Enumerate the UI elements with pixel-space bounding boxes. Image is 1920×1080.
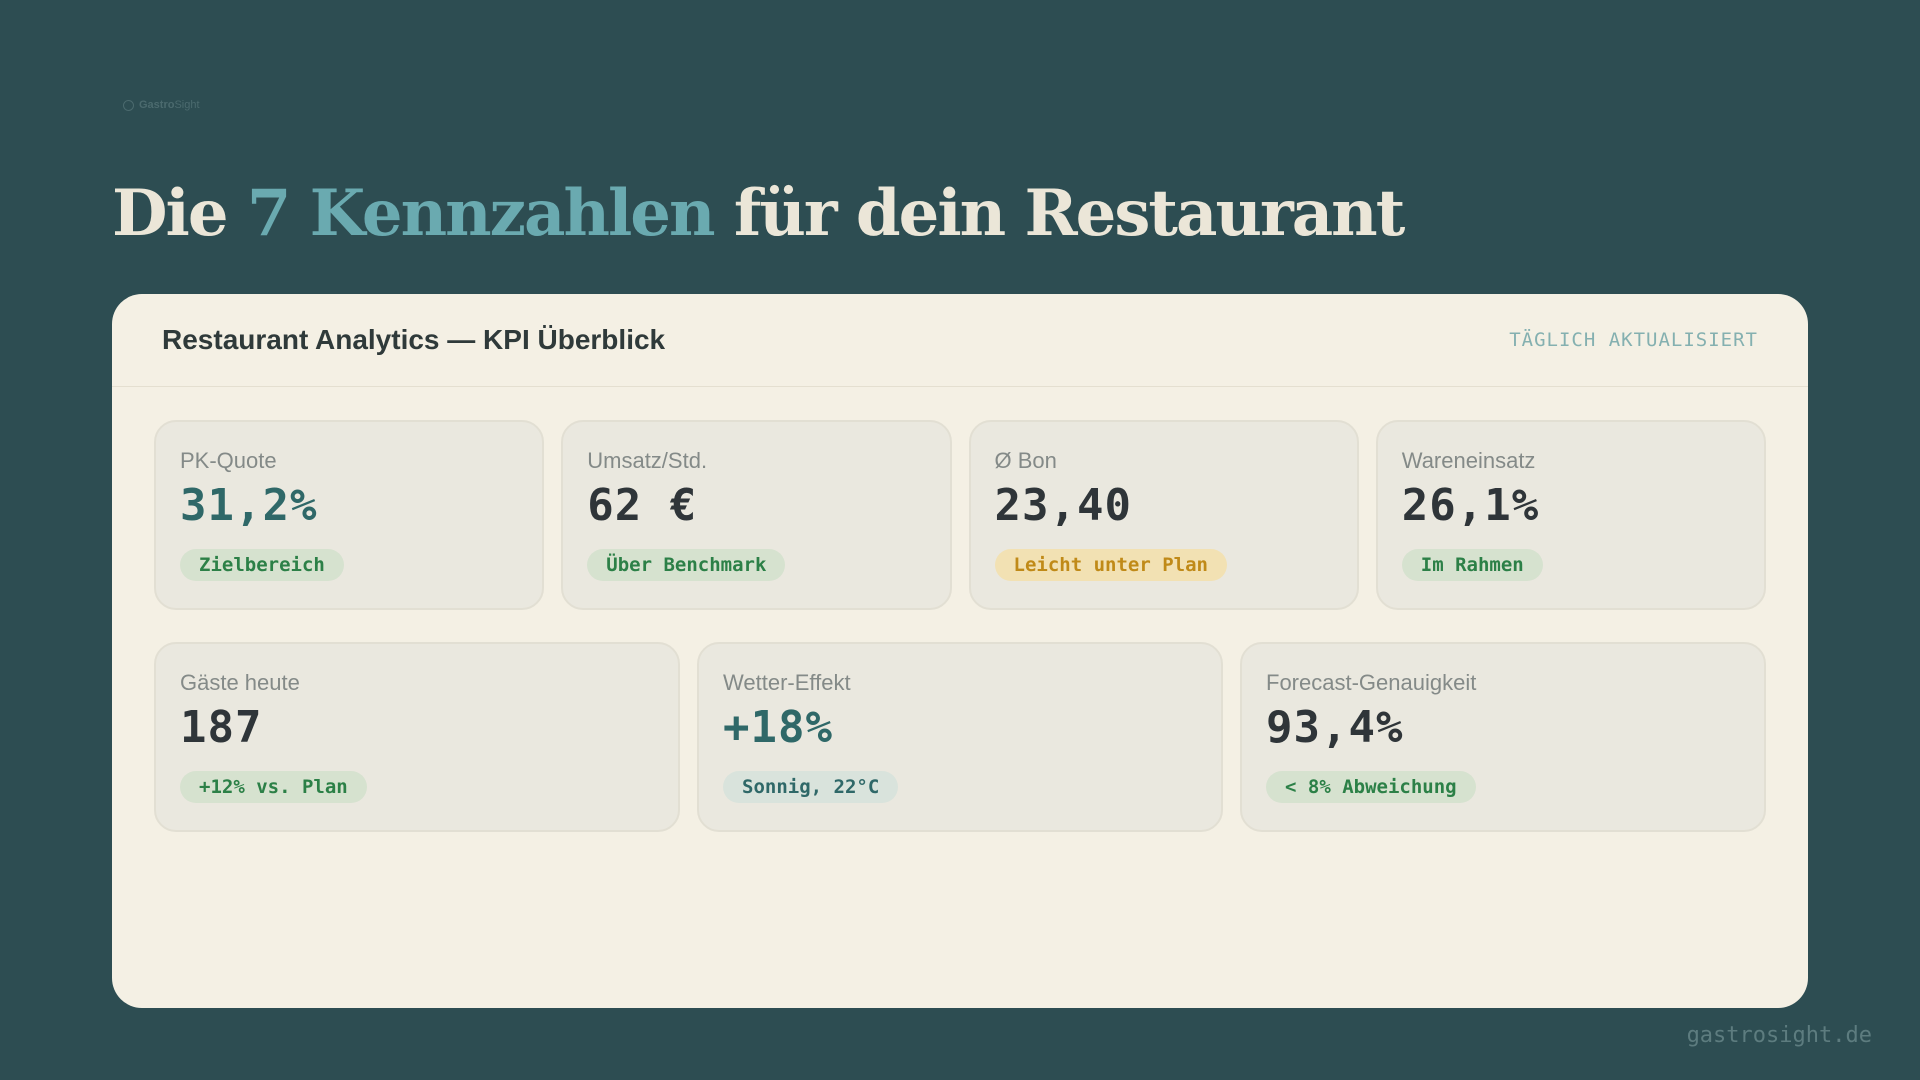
kpi-card-gaeste: Gäste heute 187 +12% vs. Plan bbox=[154, 642, 680, 832]
status-badge: < 8% Abweichung bbox=[1266, 771, 1476, 803]
kpi-label: Ø Bon bbox=[994, 448, 1057, 473]
logo-text: GastroSight bbox=[139, 99, 200, 111]
brand-logo: GastroSight bbox=[123, 99, 200, 111]
kpi-value: 93,4% bbox=[1266, 702, 1404, 753]
kpi-card-wetter: Wetter-Effekt +18% Sonnig, 22°C bbox=[697, 642, 1223, 832]
kpi-row-1: PK-Quote 31,2% Zielbereich Umsatz/Std. 6… bbox=[154, 420, 1766, 610]
kpi-label: Gäste heute bbox=[180, 670, 300, 695]
kpi-card-pk-quote: PK-Quote 31,2% Zielbereich bbox=[154, 420, 545, 610]
kpi-value: 31,2% bbox=[180, 480, 318, 531]
status-badge: Leicht unter Plan bbox=[994, 549, 1227, 581]
kpi-label: Wetter-Effekt bbox=[723, 670, 851, 695]
status-badge: Zielbereich bbox=[180, 549, 344, 581]
logo-icon bbox=[123, 99, 134, 111]
kpi-card-forecast: Forecast-Genauigkeit 93,4% < 8% Abweichu… bbox=[1240, 642, 1766, 832]
kpi-card-umsatz: Umsatz/Std. 62 € Über Benchmark bbox=[561, 420, 952, 610]
kpi-value: 62 € bbox=[587, 480, 698, 531]
status-badge: Über Benchmark bbox=[587, 549, 786, 581]
page-title: Die 7 Kennzahlen für dein Restaurant bbox=[112, 176, 1405, 251]
kpi-label: Umsatz/Std. bbox=[587, 448, 708, 473]
update-badge: TÄGLICH AKTUALISIERT bbox=[1509, 329, 1758, 351]
footer-url: gastrosight.de bbox=[1686, 1023, 1872, 1048]
kpi-label: Wareneinsatz bbox=[1401, 448, 1536, 473]
kpi-label: Forecast-Genauigkeit bbox=[1266, 670, 1477, 695]
kpi-value: 23,40 bbox=[994, 480, 1132, 531]
kpi-value: 26,1% bbox=[1401, 480, 1540, 531]
kpi-value: 187 bbox=[180, 702, 263, 753]
kpi-panel: Restaurant Analytics — KPI Überblick TÄG… bbox=[112, 294, 1808, 1008]
panel-title: Restaurant Analytics — KPI Überblick bbox=[162, 324, 666, 355]
status-badge: Sonnig, 22°C bbox=[723, 771, 899, 803]
title-accent: 7 Kennzahlen bbox=[246, 176, 716, 251]
kpi-value: +18% bbox=[723, 702, 833, 753]
status-badge: +12% vs. Plan bbox=[180, 771, 367, 803]
status-badge: Im Rahmen bbox=[1401, 549, 1543, 581]
kpi-card-bon: Ø Bon 23,40 Leicht unter Plan bbox=[968, 420, 1359, 610]
kpi-label: PK-Quote bbox=[180, 448, 277, 473]
kpi-row-2: Gäste heute 187 +12% vs. Plan Wetter-Eff… bbox=[154, 642, 1766, 832]
kpi-card-wareneinsatz: Wareneinsatz 26,1% Im Rahmen bbox=[1375, 420, 1766, 610]
panel-header: Restaurant Analytics — KPI Überblick TÄG… bbox=[112, 294, 1808, 387]
